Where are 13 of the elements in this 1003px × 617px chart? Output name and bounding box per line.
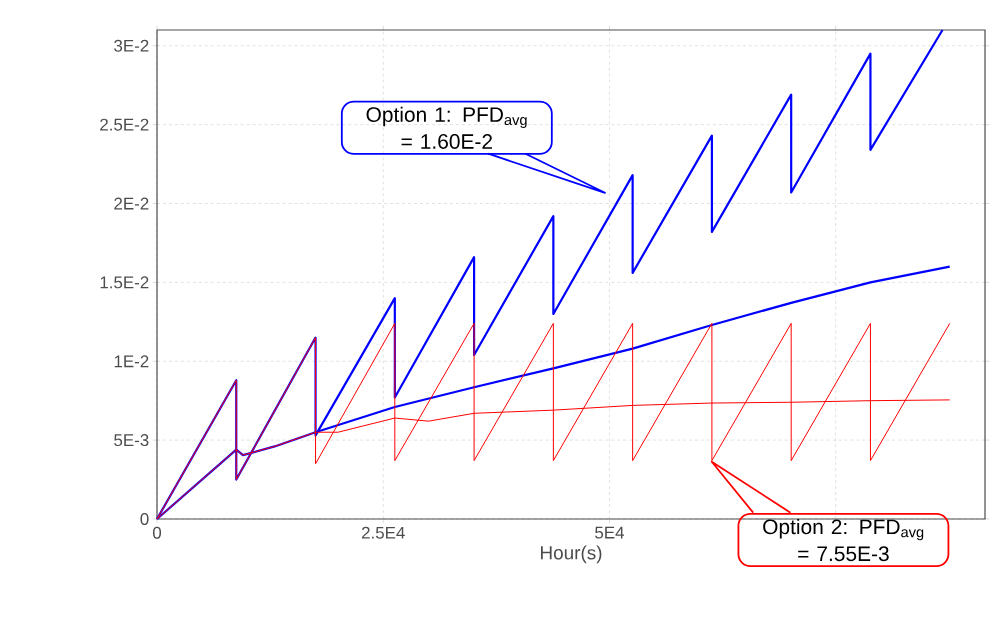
x-tick-label: 2.5E4 xyxy=(361,526,405,539)
y-tick-label: 1E-2 xyxy=(114,355,149,368)
y-tick-label: 1.5E-2 xyxy=(100,276,149,289)
y-tick-label: 5E-3 xyxy=(114,434,149,447)
annotation: Option 2: PFD$_{avg}$ = 7.55E-3 xyxy=(763,518,924,562)
y-tick-label: 2E-2 xyxy=(114,197,149,210)
x-tick-label: 0 xyxy=(152,526,162,539)
x-axis-title: Hour(s) xyxy=(541,545,602,564)
x-tick-label: 5E4 xyxy=(595,526,625,539)
annotation: Option 1: PFD$_{avg}$ = 1.60E-2 xyxy=(366,106,527,149)
y-tick-label: 3E-2 xyxy=(114,39,149,52)
y-tick-label: 2.5E-2 xyxy=(100,118,149,131)
y-tick-label: 0 xyxy=(140,512,149,525)
